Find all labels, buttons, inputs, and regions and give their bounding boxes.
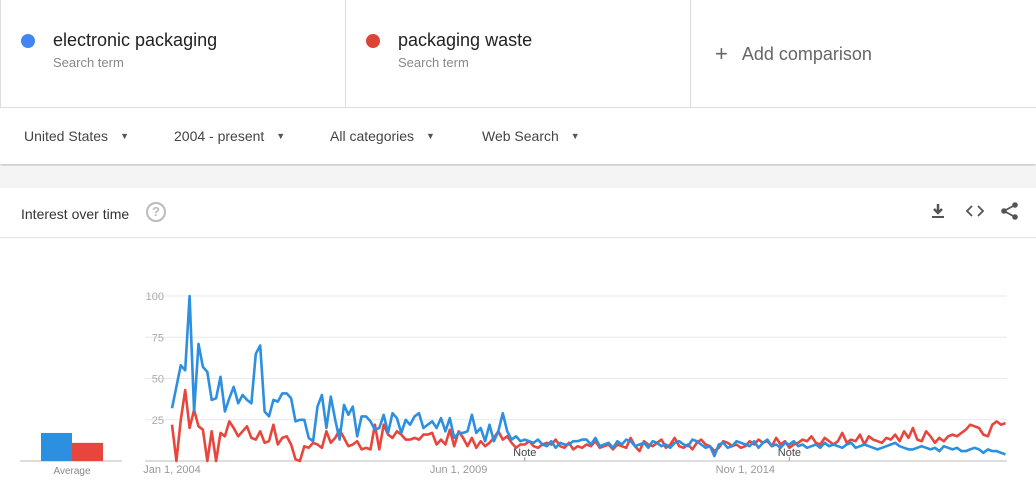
interest-over-time-chart[interactable]: 100 75 50 25 Jan 1, 2004 Jun 1, 2009 Nov 1, 20… <box>0 238 1036 502</box>
category-dropdown[interactable]: All categories ▼ <box>330 128 435 144</box>
add-comparison-label: Add comparison <box>741 44 872 64</box>
search-type-value: Web Search <box>482 128 559 144</box>
question-circle-icon[interactable]: ? <box>146 202 166 222</box>
series-line-packaging-waste <box>170 388 1006 463</box>
x-tick-label: Nov 1, 2014 <box>716 464 775 476</box>
x-tick-label: Jun 1, 2009 <box>430 464 488 476</box>
series-line-electronic-packaging <box>170 294 1006 458</box>
time-dropdown[interactable]: 2004 - present ▼ <box>174 128 285 144</box>
y-tick-label: 25 <box>152 415 164 427</box>
y-tick-label: 75 <box>152 332 164 344</box>
download-icon[interactable] <box>930 202 946 225</box>
caret-down-icon: ▼ <box>426 131 435 141</box>
caret-down-icon: ▼ <box>276 131 286 141</box>
term-card-packaging-waste[interactable]: packaging waste Search term <box>345 0 690 107</box>
term-type: Search term <box>53 55 124 70</box>
share-icon[interactable] <box>1000 202 1020 225</box>
x-tick-label: Jan 1, 2004 <box>143 464 201 476</box>
caret-down-icon: ▼ <box>120 131 129 141</box>
embed-code-icon[interactable] <box>965 202 985 225</box>
filter-bar: United States ▼ 2004 - present ▼ All categ… <box>0 108 1036 164</box>
term-name[interactable]: electronic packaging <box>53 30 218 50</box>
region-value: United States <box>24 128 109 144</box>
average-bar-packaging-waste <box>72 442 103 461</box>
add-comparison-button[interactable]: + Add comparison <box>690 0 1036 107</box>
plus-icon: + <box>715 41 728 66</box>
series-color-dot <box>21 34 35 48</box>
section-divider <box>0 166 1036 188</box>
y-tick-label: 50 <box>152 374 164 386</box>
category-value: All categories <box>330 128 415 144</box>
average-bar-electronic-packaging <box>41 432 72 461</box>
term-card-electronic-packaging[interactable]: electronic packaging Search term <box>0 0 345 107</box>
note-annotation: Note <box>778 447 801 459</box>
time-value: 2004 - present <box>174 128 265 144</box>
search-type-dropdown[interactable]: Web Search ▼ <box>482 128 580 144</box>
caret-down-icon: ▼ <box>570 131 580 141</box>
term-name[interactable]: packaging waste <box>398 30 533 50</box>
y-tick-label: 100 <box>146 291 164 303</box>
search-terms-bar: electronic packaging Search term packagi… <box>0 0 1036 108</box>
card-header: Interest over time ? <box>0 188 1036 238</box>
region-dropdown[interactable]: United States ▼ <box>24 128 129 144</box>
average-label: Average <box>53 466 91 477</box>
note-annotation: Note <box>513 447 536 459</box>
series-color-dot <box>366 34 380 48</box>
term-type: Search term <box>398 55 469 70</box>
card-title: Interest over time <box>21 206 130 222</box>
